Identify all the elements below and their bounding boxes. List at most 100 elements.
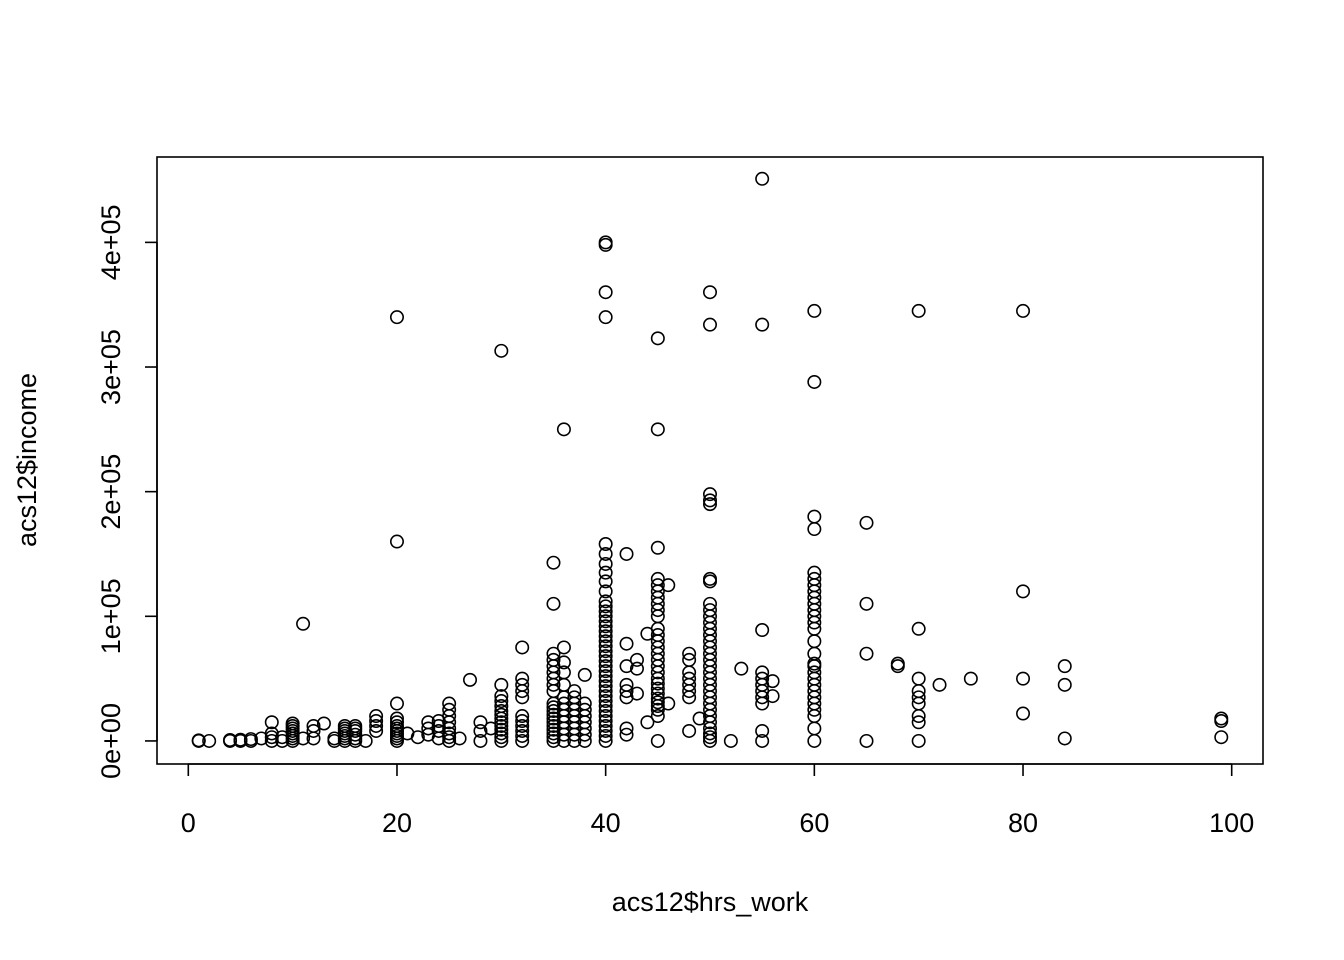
y-axis-label: acs12$income — [12, 373, 42, 547]
data-point — [369, 713, 384, 728]
data-point — [598, 537, 613, 552]
data-point — [1057, 677, 1072, 692]
data-point — [598, 689, 613, 704]
data-point — [494, 715, 509, 730]
data-point — [765, 689, 780, 704]
data-point — [567, 690, 582, 705]
data-point — [963, 671, 978, 686]
data-point — [859, 733, 874, 748]
x-tick-label: 40 — [591, 808, 621, 838]
data-point — [598, 310, 613, 325]
data-point — [348, 718, 363, 733]
data-point — [598, 599, 613, 614]
data-point — [598, 644, 613, 659]
data-point — [650, 702, 665, 717]
data-point — [296, 731, 311, 746]
x-tick-label: 80 — [1008, 808, 1038, 838]
data-point — [473, 723, 488, 738]
data-point — [515, 677, 530, 692]
data-point — [650, 695, 665, 710]
data-point — [598, 639, 613, 654]
data-point — [629, 661, 644, 676]
data-point — [807, 656, 822, 671]
data-point — [859, 646, 874, 661]
data-point — [702, 487, 717, 502]
data-point — [1016, 671, 1031, 686]
data-point — [755, 665, 770, 680]
data-point — [598, 556, 613, 571]
data-point — [598, 619, 613, 634]
y-axis: 0e+00 1e+05 2e+05 3e+05 4e+05 — [96, 204, 158, 779]
data-point — [598, 624, 613, 639]
data-point — [755, 317, 770, 332]
data-point — [264, 715, 279, 730]
data-point — [191, 733, 206, 748]
data-point — [421, 721, 436, 736]
data-point — [598, 634, 613, 649]
data-point — [932, 677, 947, 692]
data-point — [389, 696, 404, 711]
data-point — [494, 726, 509, 741]
data-point — [598, 679, 613, 694]
x-tick-label: 100 — [1209, 808, 1254, 838]
y-tick-label: 0e+00 — [96, 703, 126, 779]
data-point — [389, 310, 404, 325]
data-point — [369, 723, 384, 738]
data-point — [650, 578, 665, 593]
data-point — [515, 671, 530, 686]
data-point — [1214, 730, 1229, 745]
data-point — [682, 671, 697, 686]
x-tick-label: 20 — [382, 808, 412, 838]
data-point — [598, 584, 613, 599]
data-point — [598, 664, 613, 679]
data-point — [650, 627, 665, 642]
data-point — [389, 711, 404, 726]
data-point — [755, 671, 770, 686]
data-point — [807, 634, 822, 649]
data-point — [650, 331, 665, 346]
data-point — [598, 649, 613, 664]
data-point — [223, 732, 238, 747]
data-point — [807, 303, 822, 318]
data-point — [546, 715, 561, 730]
data-point — [650, 422, 665, 437]
data-point — [702, 571, 717, 586]
data-point — [243, 732, 258, 747]
data-point — [755, 723, 770, 738]
data-point — [1214, 711, 1229, 726]
data-point — [1016, 706, 1031, 721]
data-point — [702, 317, 717, 332]
data-point — [494, 730, 509, 745]
data-point — [515, 723, 530, 738]
data-point — [755, 171, 770, 186]
y-tick-label: 2e+05 — [96, 454, 126, 530]
data-point — [807, 665, 822, 680]
data-point — [598, 614, 613, 629]
data-point — [911, 671, 926, 686]
data-point — [577, 667, 592, 682]
data-point — [807, 374, 822, 389]
data-point — [619, 546, 634, 561]
data-point — [389, 718, 404, 733]
data-point — [598, 574, 613, 589]
data-point — [306, 718, 321, 733]
data-point — [682, 652, 697, 667]
data-point — [765, 674, 780, 689]
data-point — [598, 565, 613, 580]
data-point — [859, 515, 874, 530]
data-point — [369, 709, 384, 724]
data-point — [556, 422, 571, 437]
data-point — [1016, 584, 1031, 599]
data-point — [598, 285, 613, 300]
data-point — [463, 672, 478, 687]
data-point — [556, 655, 571, 670]
data-point — [682, 723, 697, 738]
data-point — [734, 661, 749, 676]
data-point — [233, 732, 248, 747]
data-point — [629, 652, 644, 667]
data-point — [494, 343, 509, 358]
data-point — [358, 733, 373, 748]
data-point — [546, 652, 561, 667]
data-point — [515, 713, 530, 728]
data-point — [442, 696, 457, 711]
